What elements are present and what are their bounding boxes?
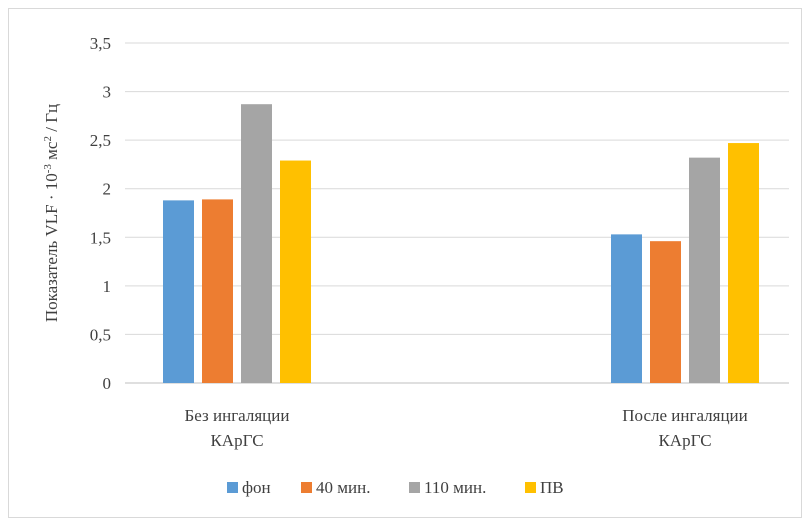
bar-1-series-1 bbox=[163, 200, 194, 383]
legend-label: 40 мин. bbox=[316, 478, 370, 497]
legend-swatch bbox=[227, 482, 238, 493]
legend: фон 40 мин. 110 мин. ПВ bbox=[227, 478, 564, 497]
legend-swatch bbox=[525, 482, 536, 493]
y-tick-label: 2,5 bbox=[90, 131, 111, 150]
bar-chart: 0 0,5 1 1,5 2 2,5 3 3,5 Показатель VLF · 10-3 м… bbox=[42, 34, 789, 497]
bar-2-series-1 bbox=[611, 234, 642, 383]
y-tick-label: 0,5 bbox=[90, 325, 111, 344]
y-tick-label: 1,5 bbox=[90, 228, 111, 247]
legend-swatch bbox=[409, 482, 420, 493]
category-label: После ингаляции bbox=[622, 406, 747, 425]
y-tick-label: 2 bbox=[103, 180, 112, 199]
bar-2-series-4 bbox=[728, 143, 759, 383]
bars bbox=[163, 104, 759, 383]
category-label: КАрГС bbox=[658, 431, 711, 450]
bar-2-series-3 bbox=[689, 157, 720, 383]
legend-label: фон bbox=[242, 478, 271, 497]
bar-1-series-3 bbox=[241, 104, 272, 383]
category-label: Без ингаляции bbox=[185, 406, 290, 425]
category-labels: Без ингаляции КАрГС После ингаляции КАрГС bbox=[185, 406, 748, 450]
y-tick-label: 3,5 bbox=[90, 34, 111, 53]
category-label: КАрГС bbox=[210, 431, 263, 450]
y-tick-label: 3 bbox=[103, 83, 112, 102]
y-tick-label: 0 bbox=[103, 374, 112, 393]
y-tick-label: 1 bbox=[103, 277, 112, 296]
bar-2-series-2 bbox=[650, 241, 681, 383]
chart-frame: 0 0,5 1 1,5 2 2,5 3 3,5 Показатель VLF · 10-3 м… bbox=[8, 8, 802, 518]
y-axis-label: Показатель VLF · 10-3 мс2 / Гц bbox=[42, 104, 61, 322]
bar-1-series-2 bbox=[202, 199, 233, 383]
legend-label: 110 мин. bbox=[424, 478, 486, 497]
y-tick-labels: 0 0,5 1 1,5 2 2,5 3 3,5 bbox=[90, 34, 111, 393]
legend-swatch bbox=[301, 482, 312, 493]
legend-label: ПВ bbox=[540, 478, 564, 497]
bar-1-series-4 bbox=[280, 160, 311, 383]
gridlines bbox=[125, 42, 789, 384]
